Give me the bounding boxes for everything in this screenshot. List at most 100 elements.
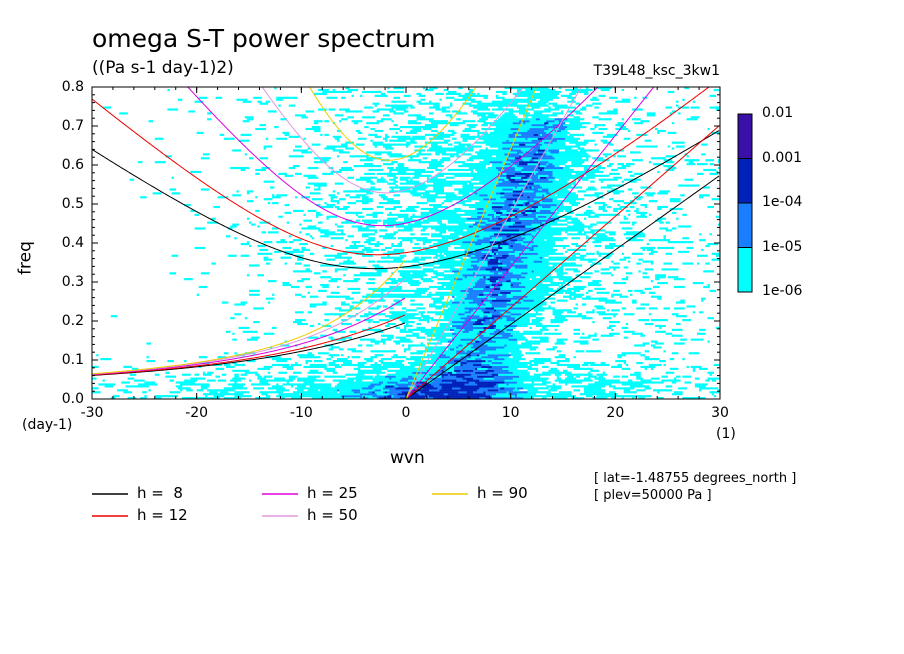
heat-cell bbox=[429, 305, 434, 308]
heat-cell bbox=[435, 178, 447, 181]
heat-cell bbox=[439, 239, 449, 242]
heat-cell bbox=[569, 363, 581, 367]
heat-cell bbox=[531, 280, 541, 283]
heat-cell bbox=[443, 227, 455, 230]
heat-cell bbox=[249, 244, 252, 248]
heat-cell bbox=[301, 393, 310, 396]
heat-cell bbox=[619, 387, 629, 390]
heat-cell bbox=[324, 319, 329, 322]
heat-cell bbox=[496, 256, 507, 259]
heat-cell bbox=[295, 254, 304, 257]
heat-cell bbox=[477, 295, 488, 298]
heat-cell bbox=[554, 205, 560, 209]
heat-cell bbox=[437, 387, 442, 390]
heat-cell bbox=[644, 387, 648, 390]
heat-cell bbox=[588, 367, 593, 370]
heat-cell bbox=[519, 371, 530, 374]
heat-cell bbox=[345, 141, 354, 144]
heat-cell bbox=[347, 287, 359, 290]
heat-cell bbox=[433, 188, 444, 191]
heat-cell bbox=[230, 379, 235, 382]
heat-cell bbox=[441, 338, 453, 341]
heat-cell bbox=[598, 207, 606, 211]
heat-cell bbox=[460, 309, 470, 312]
heat-cell bbox=[676, 145, 685, 148]
heat-cell bbox=[565, 250, 568, 253]
heat-cell bbox=[552, 170, 562, 173]
heat-cell bbox=[527, 200, 539, 203]
heat-cell bbox=[359, 387, 363, 390]
heat-cell bbox=[604, 237, 614, 240]
heat-cell bbox=[516, 317, 528, 320]
heat-cell bbox=[395, 369, 398, 372]
heat-cell bbox=[611, 301, 622, 304]
heat-cell bbox=[479, 161, 491, 164]
heat-cell bbox=[311, 198, 323, 201]
heat-cell bbox=[334, 375, 340, 378]
heat-cell bbox=[506, 157, 509, 160]
heat-cell bbox=[449, 315, 459, 318]
heat-cell bbox=[240, 243, 250, 246]
heat-cell bbox=[315, 387, 327, 390]
heat-cell bbox=[496, 280, 501, 283]
heat-cell bbox=[563, 391, 572, 394]
heat-cell bbox=[544, 262, 555, 265]
heat-cell bbox=[393, 322, 396, 326]
heat-cell bbox=[225, 365, 235, 368]
heat-cell bbox=[485, 192, 495, 195]
heat-cell bbox=[609, 313, 618, 316]
heat-cell bbox=[569, 371, 572, 374]
heat-cell bbox=[489, 151, 497, 154]
heat-cell bbox=[663, 262, 666, 265]
heat-cell bbox=[475, 321, 482, 324]
heat-cell bbox=[516, 311, 526, 314]
heat-cell bbox=[703, 328, 706, 331]
heat-cell bbox=[542, 182, 549, 185]
heat-cell bbox=[640, 291, 645, 294]
heat-cell bbox=[435, 192, 442, 195]
heat-cell bbox=[699, 311, 704, 314]
heat-cell bbox=[539, 147, 549, 150]
heat-cell bbox=[303, 354, 315, 357]
heat-cell bbox=[504, 360, 509, 363]
heat-cell bbox=[456, 354, 468, 357]
heat-cell bbox=[676, 315, 687, 318]
heat-cell bbox=[592, 391, 595, 394]
heat-cell bbox=[571, 124, 583, 127]
heat-cell bbox=[395, 395, 401, 398]
heat-cell bbox=[481, 373, 493, 376]
heat-cell bbox=[378, 299, 386, 302]
heat-cell bbox=[343, 190, 354, 193]
heat-cell bbox=[500, 155, 505, 158]
heat-cell bbox=[414, 221, 426, 224]
heat-cell bbox=[475, 313, 478, 316]
heat-cell bbox=[355, 213, 359, 216]
heat-cell bbox=[422, 246, 430, 250]
heat-cell bbox=[307, 311, 313, 314]
heat-cell bbox=[634, 172, 643, 175]
heat-cell bbox=[493, 285, 501, 289]
heat-cell bbox=[569, 217, 578, 220]
heat-cell bbox=[433, 250, 442, 253]
heat-cell bbox=[514, 207, 520, 211]
heat-cell bbox=[259, 157, 269, 160]
heat-cell bbox=[303, 213, 306, 216]
heat-cell bbox=[514, 163, 518, 166]
heat-cell bbox=[550, 153, 553, 156]
heat-cell bbox=[468, 334, 480, 337]
heat-cell bbox=[606, 159, 610, 162]
heat-cell bbox=[556, 186, 566, 189]
heat-cell bbox=[527, 196, 530, 199]
heat-cell bbox=[100, 358, 112, 361]
heat-cell bbox=[523, 303, 530, 306]
heat-cell bbox=[460, 389, 463, 392]
heat-cell bbox=[640, 365, 648, 368]
heat-cell bbox=[571, 381, 583, 384]
heat-cell bbox=[563, 246, 566, 250]
heat-cell bbox=[650, 262, 654, 265]
heat-cell bbox=[232, 223, 239, 226]
heat-cell bbox=[506, 338, 509, 341]
heat-cell bbox=[387, 256, 394, 259]
heat-cell bbox=[380, 393, 390, 396]
heat-cell bbox=[506, 174, 516, 177]
